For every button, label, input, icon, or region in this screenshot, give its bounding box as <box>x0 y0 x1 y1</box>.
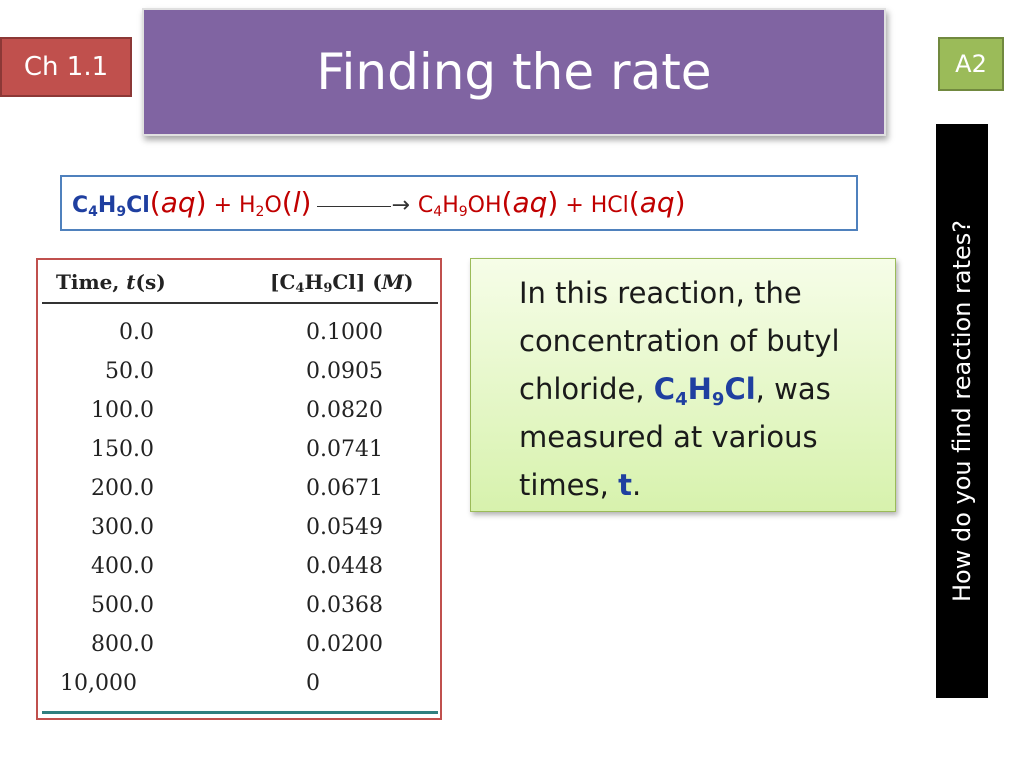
product-butanol: C4H9OH <box>417 193 502 220</box>
time-cell: 200.0 <box>91 476 154 501</box>
table-row: 500.0 0.0368 <box>38 593 440 632</box>
table-row: 300.0 0.0549 <box>38 515 440 554</box>
product-hcl: HCl <box>590 193 629 218</box>
table-row: 800.0 0.0200 <box>38 632 440 671</box>
concentration-cell: 0 <box>306 671 320 696</box>
explanation-box: In this reaction, the concentration of b… <box>470 258 896 512</box>
concentration-cell: 0.0200 <box>306 632 383 657</box>
phase-label: aq <box>160 186 196 219</box>
concentration-cell: 0.1000 <box>306 320 383 345</box>
side-question-panel: How do you find reaction rates? <box>936 124 988 698</box>
side-question-text: How do you find reaction rates? <box>948 219 976 603</box>
time-cell: 0.0 <box>119 320 154 345</box>
concentration-cell: 0.0741 <box>306 437 383 462</box>
reaction-equation: C4H9Cl(aq) + H2O(l) → C4H9OH(aq) + HCl(aq) <box>60 175 858 231</box>
concentration-cell: 0.0448 <box>306 554 383 579</box>
butyl-chloride-formula: C4H9Cl <box>653 372 756 410</box>
table-row: 10,000 0 <box>38 671 440 710</box>
phase-label: aq <box>639 186 675 219</box>
reaction-arrow-shaft <box>317 205 392 207</box>
concentration-cell: 0.0671 <box>306 476 383 501</box>
table-row: 150.0 0.0741 <box>38 437 440 476</box>
reaction-arrow-icon: → <box>391 193 410 218</box>
slide-title: Finding the rate <box>142 8 886 136</box>
time-cell: 50.0 <box>105 359 154 384</box>
table-body: 0.0 0.1000 50.0 0.0905 100.0 0.0820 150.0 0.074… <box>38 320 440 710</box>
reactant-butyl-chloride: C4H9Cl <box>72 193 150 220</box>
phase-label: l <box>292 186 301 219</box>
table-bottom-rule <box>42 711 438 714</box>
concentration-cell: 0.0368 <box>306 593 383 618</box>
concentration-cell: 0.0905 <box>306 359 383 384</box>
concentration-table: Time, t(s) [C4H9Cl] (M) 0.0 0.1000 50.0 0.0… <box>36 258 442 720</box>
table-row: 0.0 0.1000 <box>38 320 440 359</box>
time-cell: 400.0 <box>91 554 154 579</box>
concentration-cell: 0.0549 <box>306 515 383 540</box>
time-cell: 500.0 <box>91 593 154 618</box>
table-row: 100.0 0.0820 <box>38 398 440 437</box>
time-cell: 100.0 <box>91 398 154 423</box>
chapter-badge: Ch 1.1 <box>0 37 132 97</box>
time-symbol: t <box>618 468 632 502</box>
time-cell: 150.0 <box>91 437 154 462</box>
column-header-concentration: [C4H9Cl] (M) <box>270 270 414 296</box>
table-row: 200.0 0.0671 <box>38 476 440 515</box>
code-badge: A2 <box>938 37 1004 91</box>
time-cell: 800.0 <box>91 632 154 657</box>
time-cell: 10,000 <box>60 671 137 696</box>
table-row: 400.0 0.0448 <box>38 554 440 593</box>
column-header-time: Time, t(s) <box>56 270 166 294</box>
time-cell: 300.0 <box>91 515 154 540</box>
explanation-text: In this reaction, the concentration of b… <box>519 276 840 502</box>
concentration-cell: 0.0820 <box>306 398 383 423</box>
phase-label: aq <box>512 186 548 219</box>
reactant-water: H2O <box>239 193 282 220</box>
table-row: 50.0 0.0905 <box>38 359 440 398</box>
table-header: Time, t(s) [C4H9Cl] (M) <box>42 264 438 304</box>
